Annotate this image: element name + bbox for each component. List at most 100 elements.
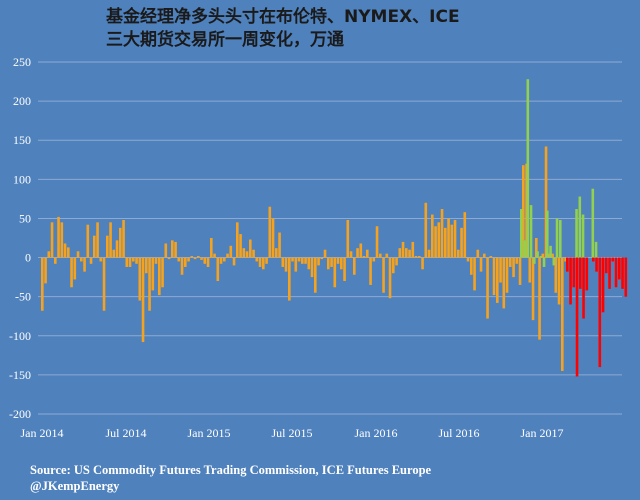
- bar-red-8: [592, 257, 595, 262]
- bar-red-13: [608, 257, 611, 289]
- bar-orange-139: [492, 257, 496, 296]
- bar-orange-34: [151, 257, 155, 291]
- bar-orange-124: [444, 227, 447, 258]
- bar-orange-64: [249, 239, 252, 258]
- bar-red-0: [566, 257, 569, 272]
- bar-orange-43: [180, 257, 184, 275]
- y-tick-label: -100: [9, 329, 31, 343]
- bar-orange-15: [89, 257, 93, 264]
- bar-orange-112: [405, 248, 408, 258]
- bar-orange-48: [197, 255, 200, 258]
- bar-orange-58: [229, 245, 233, 258]
- bar-orange-13: [83, 257, 86, 272]
- bar-orange-45: [187, 257, 190, 262]
- bar-orange-25: [122, 220, 125, 258]
- bar-green-7: [542, 257, 546, 267]
- bar-orange-144: [509, 257, 512, 267]
- bar-orange-1: [44, 257, 47, 284]
- bar-orange-86: [320, 257, 324, 260]
- bar-orange-114: [411, 241, 415, 258]
- y-tick-label: 250: [13, 55, 31, 69]
- bar-green-0: [520, 209, 523, 258]
- bar-orange-24: [119, 227, 122, 258]
- bar-orange-135: [479, 257, 483, 272]
- bar-orange-88: [327, 257, 330, 270]
- bar-orange-40: [171, 240, 174, 258]
- bar-orange-138: [489, 255, 493, 258]
- y-tick-label: 150: [13, 133, 31, 147]
- bar-red-4: [579, 257, 582, 289]
- bar-orange-41: [174, 241, 177, 258]
- bar-orange-81: [304, 257, 307, 264]
- bar-red-15: [614, 257, 618, 288]
- bar-orange-143: [505, 257, 509, 293]
- bar-orange-141: [499, 257, 502, 283]
- bar-green-22: [591, 188, 595, 258]
- bar-orange-127: [453, 220, 457, 258]
- bar-orange-104: [379, 253, 382, 258]
- bar-red-2: [572, 257, 576, 288]
- bar-orange-60: [236, 222, 239, 258]
- bar-orange-62: [242, 248, 246, 258]
- bar-red-6: [585, 257, 589, 291]
- bar-orange-61: [239, 234, 242, 258]
- bar-orange-14: [86, 224, 90, 258]
- y-tick-label: -200: [9, 407, 31, 421]
- bar-orange-71: [271, 218, 275, 258]
- bar-green-11: [555, 218, 559, 258]
- bar-orange-42: [177, 257, 181, 262]
- bar-orange-118: [424, 202, 428, 258]
- bar-orange-33: [148, 257, 151, 311]
- bar-red-5: [582, 257, 585, 319]
- bar-orange-105: [382, 257, 385, 293]
- bar-orange-22: [112, 249, 116, 258]
- bar-orange-123: [440, 209, 444, 258]
- bar-green-5: [536, 251, 539, 258]
- bar-red-1: [569, 257, 572, 305]
- bar-orange-153: [538, 257, 541, 340]
- bar-orange-151: [531, 257, 535, 321]
- bar-orange-70: [268, 206, 272, 258]
- bar-orange-152: [535, 238, 538, 258]
- bar-orange-75: [284, 257, 288, 272]
- bar-orange-39: [167, 257, 171, 260]
- bar-orange-53: [213, 253, 216, 258]
- bar-orange-146: [515, 257, 519, 264]
- chart-title-line-1: 基金经理净多头头寸在布伦特、NYMEX、ICE: [106, 7, 460, 27]
- bar-orange-87: [323, 249, 327, 258]
- bar-orange-57: [226, 253, 229, 258]
- bar-orange-51: [206, 257, 210, 267]
- bar-orange-18: [99, 257, 103, 262]
- bar-orange-132: [470, 257, 473, 275]
- bar-orange-4: [54, 257, 57, 264]
- bar-orange-102: [372, 257, 376, 262]
- bar-green-19: [581, 214, 585, 258]
- bar-orange-109: [395, 257, 398, 266]
- bar-orange-21: [109, 222, 112, 258]
- bar-orange-30: [138, 257, 142, 301]
- bar-green-17: [575, 209, 578, 258]
- bar-orange-115: [414, 255, 418, 258]
- bar-orange-154: [541, 253, 545, 258]
- bar-green-1: [523, 240, 526, 258]
- bar-orange-85: [317, 257, 320, 266]
- bar-red-9: [595, 257, 598, 272]
- bar-orange-83: [310, 257, 314, 278]
- bar-orange-54: [216, 257, 220, 282]
- bar-orange-49: [200, 257, 203, 260]
- bar-orange-159: [557, 257, 561, 305]
- bar-orange-16: [93, 235, 96, 258]
- bar-green-23: [594, 241, 598, 258]
- bar-orange-5: [57, 216, 60, 258]
- bar-orange-66: [255, 257, 259, 262]
- x-tick-label: Jan 2016: [355, 426, 398, 440]
- bar-orange-134: [476, 249, 480, 258]
- bar-orange-68: [262, 257, 265, 270]
- bar-green-9: [549, 245, 552, 258]
- bar-orange-77: [291, 257, 294, 262]
- bar-orange-117: [421, 257, 424, 270]
- bar-orange-19: [102, 257, 106, 311]
- bar-orange-67: [258, 257, 262, 267]
- bar-orange-125: [447, 218, 450, 258]
- bar-orange-121: [434, 226, 437, 258]
